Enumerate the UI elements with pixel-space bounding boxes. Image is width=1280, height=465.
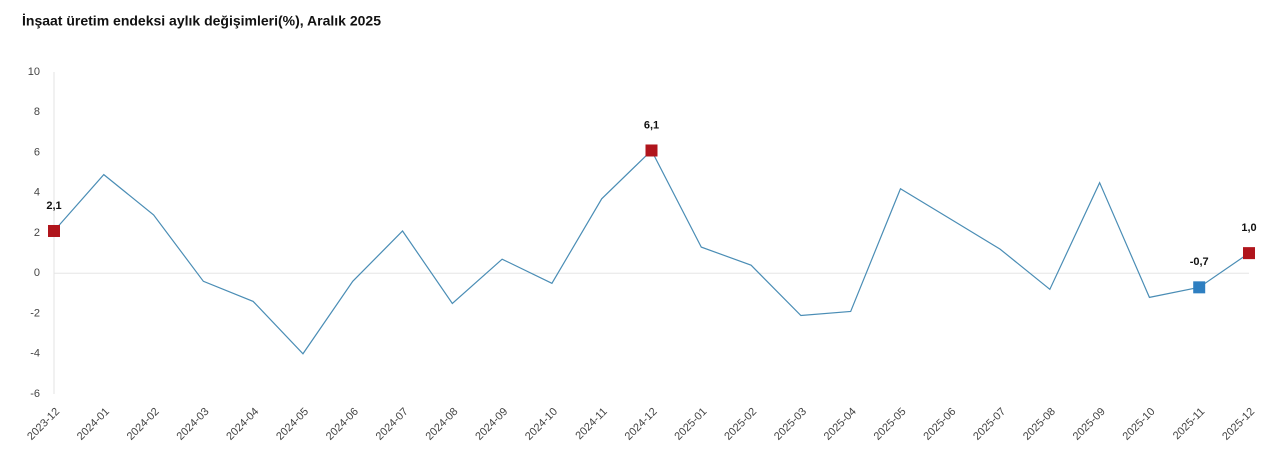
x-tick-label: 2024-06 (324, 406, 361, 443)
y-tick-label: 6 (34, 146, 40, 158)
x-tick-label: 2025-03 (772, 406, 809, 443)
marker (1193, 281, 1206, 294)
x-tick-label: 2024-09 (473, 406, 510, 443)
y-tick-label: 0 (34, 267, 40, 279)
x-tick-label: 2024-11 (573, 406, 609, 442)
x-tick-label: 2025-06 (921, 406, 958, 443)
y-tick-label: 2 (34, 227, 40, 239)
x-tick-label: 2025-01 (672, 406, 709, 443)
y-tick-label: -6 (30, 388, 40, 400)
x-tick-label: 2024-03 (175, 406, 212, 443)
x-tick-label: 2025-08 (1021, 406, 1058, 443)
x-tick-label: 2025-12 (1220, 406, 1257, 443)
value-label: 6,1 (644, 119, 659, 131)
line (53, 149, 1250, 355)
x-tick-label: 2024-05 (274, 406, 311, 443)
y-tick-label: 4 (34, 187, 40, 199)
x-tick-label: 2025-05 (872, 406, 909, 443)
y-tick-label: 10 (28, 66, 40, 78)
value-label: 1,0 (1241, 222, 1256, 234)
x-tick-label: 2025-11 (1171, 406, 1207, 442)
x-tick-label: 2024-08 (423, 406, 460, 443)
x-tick-label: 2024-12 (623, 406, 660, 443)
x-tick-label: 2025-04 (822, 406, 859, 443)
x-tick-label: 2025-10 (1121, 406, 1158, 443)
x-tick-label: 2024-04 (224, 406, 261, 443)
marker (1243, 247, 1255, 260)
x-tick-label: 2023-12 (25, 406, 62, 443)
x-tick-label: 2025-07 (971, 406, 1008, 443)
x-tick-label: 2025-09 (1071, 406, 1108, 443)
x-tick-label: 2024-01 (75, 406, 112, 443)
x-tick-label: 2024-10 (523, 406, 560, 443)
marker (645, 144, 658, 157)
chart-title: İnşaat üretim endeksi aylık değişimleri(… (22, 13, 381, 29)
y-tick-label: -2 (30, 307, 40, 319)
x-tick-label: 2024-02 (125, 406, 162, 443)
x-tick-label: 2025-02 (722, 406, 759, 443)
value-label: -0,7 (1190, 256, 1209, 268)
value-label: 2,1 (46, 200, 61, 212)
y-tick-label: -4 (30, 348, 40, 360)
y-tick-label: 8 (34, 106, 40, 118)
x-tick-label: 2024-07 (374, 406, 411, 443)
marker (48, 224, 60, 237)
